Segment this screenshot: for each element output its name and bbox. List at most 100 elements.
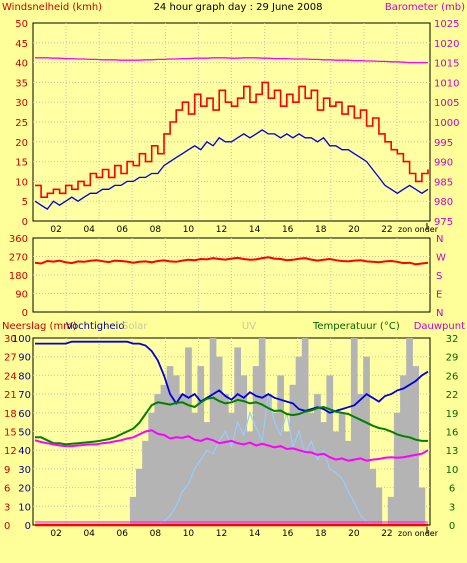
temperature-tick-label: 26: [446, 371, 459, 382]
direction-tick-label: 0: [22, 308, 28, 319]
direction-tick-label: 270: [9, 253, 28, 264]
direction-grid: [33, 238, 430, 312]
solar-bar: [344, 440, 352, 526]
temperature-tick-label: 10: [446, 465, 459, 476]
uv-label: UV: [242, 321, 256, 332]
solar-bar: [289, 384, 297, 526]
dauwpunt-label: Dauwpunt: [414, 321, 465, 332]
rain-tick-label: 18: [4, 409, 17, 420]
solar-bar: [209, 338, 217, 525]
wind-tick-label: 45: [15, 39, 28, 50]
x-tick-label: 02: [50, 225, 61, 235]
solar-bar: [369, 468, 377, 525]
barometer-tick-label: 1005: [434, 98, 459, 109]
wind-axis-title: Windsnelheid (kmh): [2, 2, 102, 13]
x-tick-label: 22: [381, 529, 392, 539]
x-tick-label: 02: [50, 529, 61, 539]
temperature-tick-label: 13: [446, 446, 459, 457]
compass-tick-label: N: [436, 234, 443, 245]
solar-bar: [154, 394, 162, 525]
barometer-right-axis: 1025 1020 1015 1010 1005 1000 995 990 985 980 975: [434, 19, 459, 228]
wind-tick-label: 50: [15, 19, 28, 30]
solar-bar: [197, 366, 205, 525]
rain-tick-label: 15: [4, 428, 17, 439]
solar-bar: [228, 412, 235, 525]
compass-tick-label: S: [436, 271, 442, 282]
avg_wind-line: [34, 129, 429, 210]
humidity-tick-label: 70: [18, 390, 31, 401]
graph-title: 24 hour graph day : 29 June 2008: [154, 2, 323, 13]
wind-tick-label: 40: [15, 59, 28, 70]
direction-series: [34, 256, 429, 266]
neerslag-label: Neerslag (mm): [2, 321, 77, 332]
barometer-tick-label: 995: [434, 138, 453, 149]
direction-tick-label: 90: [15, 290, 28, 301]
wind_dir-line: [34, 256, 429, 266]
x-tick-label: 14: [249, 225, 261, 235]
solar-bar: [295, 356, 303, 525]
wind-tick-label: 35: [15, 78, 28, 89]
wind-tick-label: 15: [15, 158, 28, 169]
weather-x-axis: 02 04 06 08 10 12 14 16 18 20 22 zon onder: [50, 527, 439, 539]
wind-tick-label: 0: [22, 217, 28, 228]
temperature-tick-label: 0: [449, 521, 455, 532]
x-tick-label: 14: [249, 529, 261, 539]
x-tick-label: 16: [282, 225, 294, 235]
x-tick-label: 20: [348, 225, 360, 235]
solar-bar: [406, 338, 413, 525]
solar-bar: [418, 487, 426, 525]
compass-tick-label: N: [436, 308, 443, 319]
x-tick-label: 06: [117, 529, 129, 539]
barometer-tick-label: 975: [434, 217, 453, 228]
solar-bar: [326, 375, 334, 525]
x-tick-label: 08: [150, 529, 162, 539]
barometer-tick-label: 990: [434, 158, 453, 169]
rain-tick-label: 0: [4, 521, 10, 532]
temperature-tick-label: 16: [446, 428, 459, 439]
x-tick-label-sunset: zon onder: [398, 529, 439, 538]
barometer-tick-label: 985: [434, 177, 453, 188]
x-tick-label: 16: [282, 529, 294, 539]
direction-tick-label: 180: [9, 271, 28, 282]
solar-bar: [277, 375, 284, 525]
humidity-tick-label: 50: [18, 428, 31, 439]
dewpoint-line: [34, 429, 429, 462]
solar-bar: [203, 422, 211, 525]
x-tick-label: 22: [381, 225, 392, 235]
x-tick-label: 08: [150, 225, 162, 235]
solar-bar: [148, 412, 155, 525]
rain-tick-label: 21: [4, 390, 17, 401]
solar-bar: [172, 375, 180, 525]
compass-tick-label: W: [436, 253, 446, 264]
solar-bar: [363, 356, 370, 525]
temperatuur-label: Temperatuur (°C): [312, 321, 400, 332]
barometer-tick-label: 1020: [434, 39, 459, 50]
solar-bar: [258, 338, 266, 525]
solar-bar: [350, 338, 358, 525]
solar-bar: [222, 394, 229, 525]
solar-bar: [400, 375, 407, 525]
temperature-tick-label: 6: [449, 484, 455, 495]
direction-tick-label: 360: [9, 234, 28, 245]
x-tick-label: 12: [216, 529, 227, 539]
solar-bar: [240, 375, 248, 525]
solar-bar: [387, 496, 395, 525]
rain-tick-label: 6: [4, 484, 10, 495]
weather-series: [34, 338, 429, 527]
x-tick-label-sunset: zon onder: [398, 225, 439, 234]
x-tick-label: 04: [83, 225, 95, 235]
wind-series: [34, 57, 429, 210]
temperature-tick-label: 3: [449, 502, 455, 513]
solar-bar: [301, 338, 309, 525]
temperature-tick-label: 22: [446, 390, 459, 401]
solar-bar: [357, 394, 364, 525]
wind-tick-label: 5: [22, 197, 28, 208]
wind-tick-label: 20: [15, 138, 28, 149]
solar-bar: [166, 366, 174, 525]
temperature-tick-label: 29: [446, 353, 459, 364]
rain-tick-label: 30: [4, 334, 17, 345]
humidity-tick-label: 40: [18, 446, 31, 457]
